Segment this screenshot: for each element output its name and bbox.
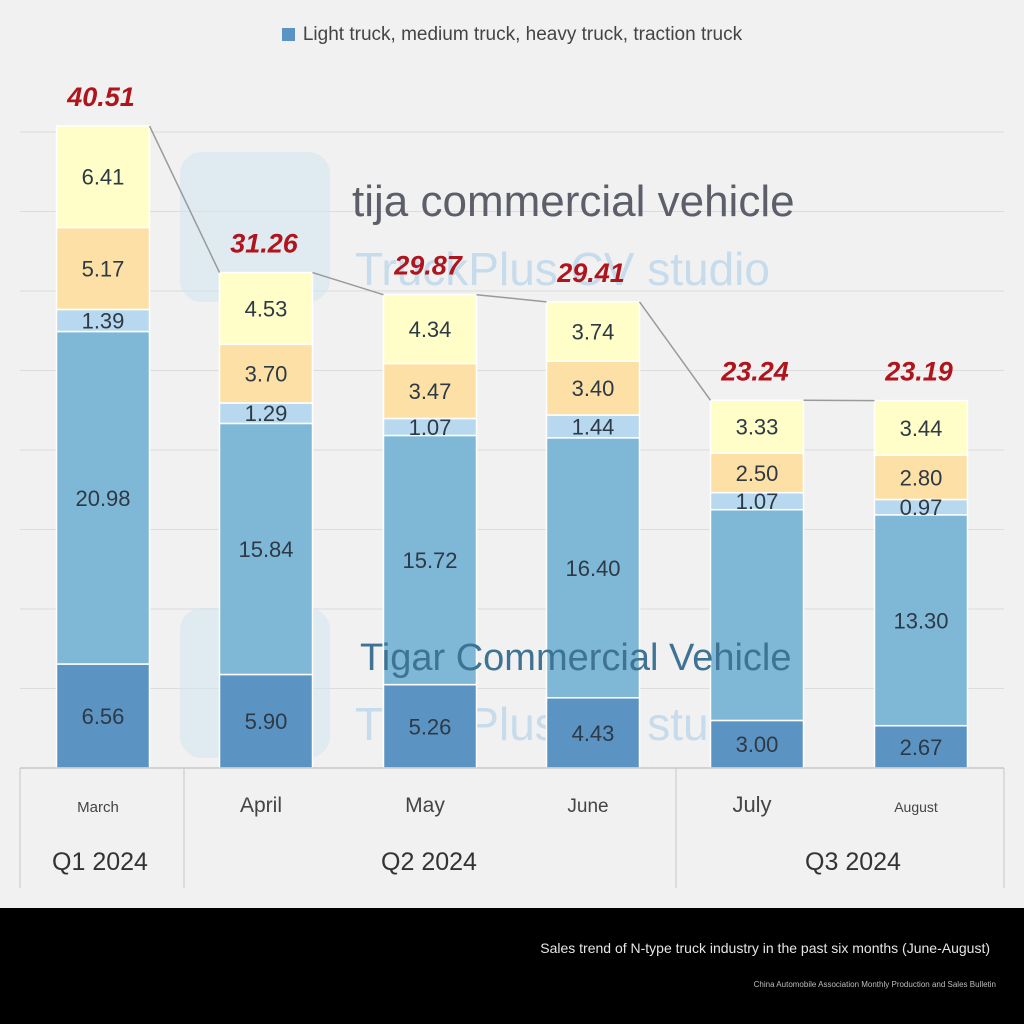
total-value-label: 23.24 xyxy=(720,356,789,386)
bars xyxy=(55,125,969,769)
footer-bar: Sales trend of N-type truck industry in … xyxy=(0,908,1024,1024)
bar-segment xyxy=(873,399,969,456)
bar-segment xyxy=(709,508,805,722)
bar-segment xyxy=(218,422,314,676)
legend-swatch xyxy=(281,28,295,41)
segment-value-label: 4.43 xyxy=(572,721,615,746)
quarter-tick-label: Q2 2024 xyxy=(381,848,477,876)
bar-segment xyxy=(55,663,151,769)
segment-value-label: 13.30 xyxy=(893,608,948,633)
segment-value-label: 6.56 xyxy=(82,704,125,729)
month-tick-label: May xyxy=(405,794,445,817)
segment-value-label: 1.44 xyxy=(572,414,615,439)
month-tick-label: July xyxy=(732,792,771,817)
segment-value-label: 3.44 xyxy=(900,416,943,441)
bar-segment xyxy=(382,362,478,420)
trend-lines xyxy=(148,125,875,402)
total-value-label: 40.51 xyxy=(66,82,135,112)
watermark-logo xyxy=(180,152,330,302)
bar-segment xyxy=(55,226,151,311)
bar-segment xyxy=(55,125,151,229)
trend-line xyxy=(312,271,384,296)
segment-value-label: 3.00 xyxy=(736,732,779,757)
segment-value-label: 3.47 xyxy=(409,379,452,404)
segment-value-label: 2.67 xyxy=(900,735,943,760)
segment-value-label: 5.26 xyxy=(409,714,452,739)
trend-line xyxy=(148,125,221,273)
bar-segment xyxy=(545,301,641,362)
segment-value-label: 1.29 xyxy=(245,401,288,426)
segment-value-label: 2.80 xyxy=(900,465,943,490)
segment-value-label: 3.33 xyxy=(736,415,779,440)
bar-segment xyxy=(545,697,641,769)
bar-segment xyxy=(382,434,478,686)
bar-segment xyxy=(55,330,151,665)
source-note: China Automobile Association Monthly Pro… xyxy=(753,980,996,989)
watermark-text: tija commercial vehicle xyxy=(352,177,795,226)
category-axis: March April May June July August Q1 2024 Q2 202… xyxy=(19,767,1005,888)
bar-segment xyxy=(709,719,805,769)
watermark-text: Tigar Commercial Vehicle xyxy=(360,637,792,679)
bar-segment xyxy=(873,454,969,501)
total-value-label: 23.19 xyxy=(884,357,953,387)
bar-segment xyxy=(709,399,805,454)
bar-segment xyxy=(873,724,969,769)
segment-value-label: 2.50 xyxy=(736,461,779,486)
total-value-label: 29.87 xyxy=(393,251,464,281)
chart-caption: Sales trend of N-type truck industry in … xyxy=(540,940,990,956)
segment-value-label: 16.40 xyxy=(565,556,620,581)
month-tick-label: April xyxy=(240,794,282,817)
bar-segment xyxy=(218,271,314,346)
total-value-label: 31.26 xyxy=(230,229,299,259)
segment-value-label: 15.84 xyxy=(238,537,293,562)
chart-legend: Light truck, medium truck, heavy truck, … xyxy=(0,24,1024,46)
segment-value-label: 1.07 xyxy=(409,415,452,440)
month-tick-label: August xyxy=(894,799,938,815)
segment-value-label: 3.40 xyxy=(572,376,615,401)
segment-value-label: 6.41 xyxy=(82,165,125,190)
value-labels: 6.56 20.98 1.39 5.17 6.41 5.90 15.84 1.29 3.70 4.… xyxy=(66,82,953,760)
segment-value-label: 5.90 xyxy=(245,709,288,734)
segment-value-label: 20.98 xyxy=(75,486,130,511)
bar-segment xyxy=(545,437,641,699)
segment-value-label: 5.17 xyxy=(82,256,125,281)
segment-value-label: 4.34 xyxy=(409,317,452,342)
segment-value-label: 15.72 xyxy=(402,548,457,573)
segment-value-label: 1.39 xyxy=(82,308,125,333)
month-tick-label: June xyxy=(567,796,608,817)
trend-line xyxy=(638,301,712,401)
quarter-tick-label: Q1 2024 xyxy=(52,848,148,876)
total-value-label: 29.41 xyxy=(556,258,625,288)
legend-label: Light truck, medium truck, heavy truck, … xyxy=(302,24,743,45)
segment-value-label: 4.53 xyxy=(245,296,288,321)
bar-segment xyxy=(709,452,805,494)
watermark-studio-text: TruckPlus CV studio xyxy=(355,243,770,295)
segment-value-label: 0.97 xyxy=(900,495,943,520)
bar-segment xyxy=(382,683,478,769)
chart-plot: TruckPlus CV studioTruckPlus CV studio 6… xyxy=(19,82,1005,888)
trend-line xyxy=(476,293,547,303)
quarter-tick-label: Q3 2024 xyxy=(805,848,901,876)
month-tick-label: March xyxy=(77,799,119,816)
segment-value-label: 1.07 xyxy=(736,489,779,514)
segment-value-label: 3.70 xyxy=(245,362,288,387)
bar-segment xyxy=(382,293,478,365)
segment-value-label: 3.74 xyxy=(572,319,615,344)
